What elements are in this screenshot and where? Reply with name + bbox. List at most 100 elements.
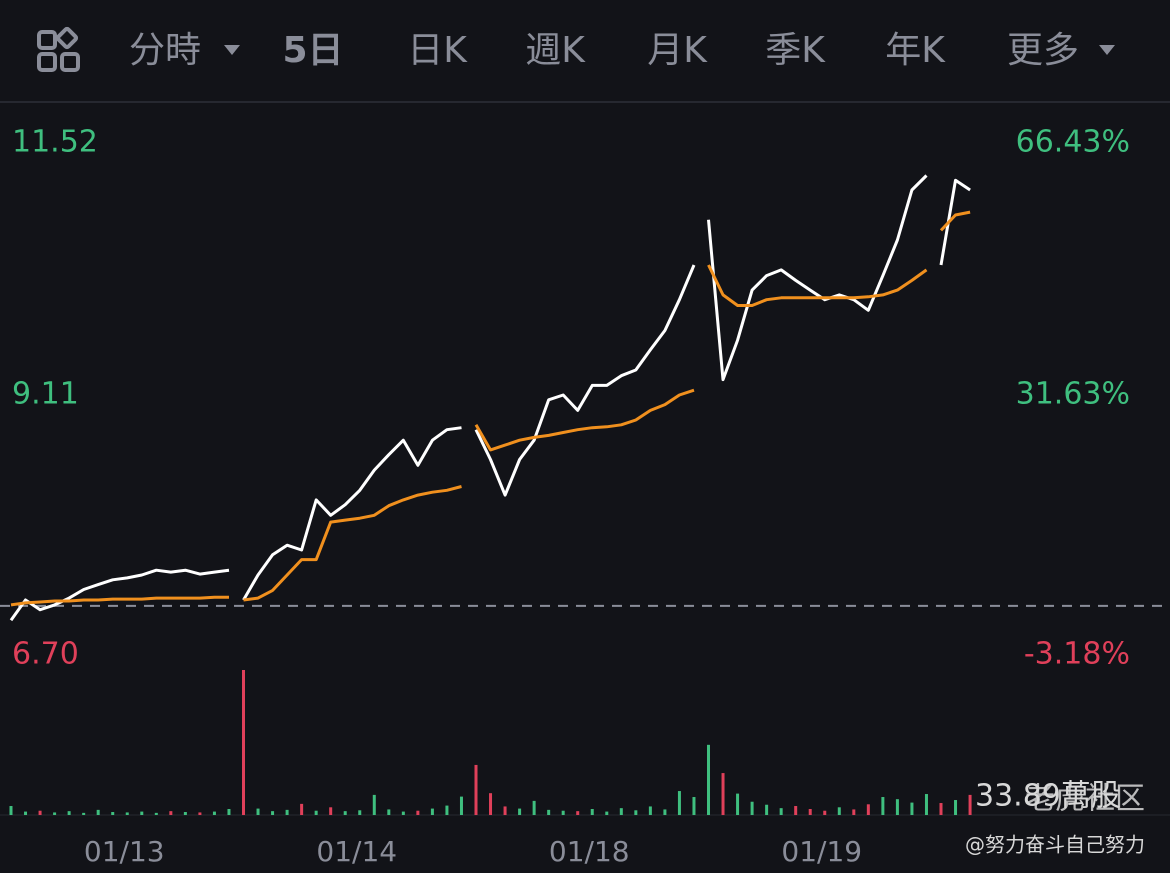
y2-tick-label: 66.43%	[1016, 125, 1130, 160]
volume-bar	[910, 802, 914, 815]
volume-bar	[532, 800, 536, 815]
volume-bar	[837, 807, 841, 815]
volume-bar	[852, 809, 856, 815]
volume-bar	[242, 670, 245, 815]
volume-bar	[634, 810, 638, 815]
volume-bar	[271, 811, 275, 815]
volume-bar	[590, 809, 594, 815]
volume-bar	[881, 797, 885, 815]
y2-tick-label: 31.63%	[1016, 376, 1130, 411]
volume-bar	[954, 800, 958, 815]
volume-bar	[489, 793, 493, 815]
tab[interactable]: 更多	[1007, 30, 1079, 71]
volume-bar	[401, 811, 405, 815]
volume-bar	[503, 806, 507, 815]
price-line	[939, 178, 971, 266]
tab[interactable]: 季K	[765, 30, 826, 71]
volume-bar	[169, 811, 173, 815]
volume-bar	[372, 794, 376, 815]
dropdown-arrow[interactable]	[1099, 45, 1115, 55]
volume-bar	[430, 808, 434, 815]
volume-bar	[285, 809, 289, 815]
volume-bar	[82, 812, 86, 815]
volume-bar	[474, 764, 478, 815]
y-tick-label: 6.70	[12, 637, 79, 672]
volume-bar	[314, 810, 318, 815]
volume-bar	[256, 808, 260, 815]
volume-bar	[416, 810, 420, 815]
volume-bar	[547, 809, 551, 815]
volume-tick-label: 33.89萬股	[975, 779, 1121, 814]
x-tick-label: 01/13	[84, 835, 165, 868]
volume-bar	[895, 799, 899, 815]
volume-bar	[779, 808, 783, 815]
volume-bar	[111, 812, 115, 815]
volume-bar	[67, 811, 71, 815]
volume-bar	[823, 810, 827, 815]
watermark: 老虎社区	[1025, 782, 1145, 817]
volume-bar	[140, 811, 144, 815]
volume-bar	[721, 773, 725, 815]
volume-bar	[198, 812, 202, 815]
volume-bar	[692, 797, 696, 815]
volume-bar	[866, 804, 870, 815]
tab[interactable]: 月K	[647, 30, 708, 71]
average-line	[939, 210, 971, 232]
y-tick-label: 9.11	[12, 377, 79, 412]
volume-bar	[605, 811, 609, 815]
x-tick-label: 01/18	[549, 835, 630, 868]
volume-bar	[38, 810, 42, 815]
volume-bar	[808, 809, 812, 815]
y-tick-label: 11.52	[12, 125, 98, 160]
y2-tick-label: -3.18%	[1024, 637, 1130, 672]
volume-bar	[561, 810, 565, 815]
tab[interactable]: 週K	[525, 30, 586, 71]
volume-bar	[518, 808, 522, 815]
dropdown-arrow[interactable]	[224, 45, 240, 55]
x-tick-label: 01/14	[316, 835, 397, 868]
volume-bar	[576, 811, 580, 815]
volume-bar	[445, 805, 449, 815]
tab[interactable]: 日K	[407, 30, 468, 71]
volume-bar	[329, 807, 333, 815]
average-line	[243, 485, 462, 602]
volume-bar	[227, 809, 231, 815]
volume-bar	[125, 812, 129, 815]
volume-bar	[736, 793, 740, 815]
average-line	[707, 264, 928, 307]
tab[interactable]: 年K	[885, 30, 946, 71]
tab[interactable]: 5日	[282, 30, 343, 71]
volume-bar	[183, 812, 187, 815]
price-line	[9, 568, 230, 622]
volume-bar	[154, 812, 158, 815]
volume-bar	[619, 808, 623, 815]
volume-bar	[24, 811, 28, 815]
author: @努力奋斗自己努力	[965, 833, 1145, 857]
volume-bar	[358, 810, 362, 815]
volume-bar	[707, 744, 710, 815]
price-line	[242, 426, 462, 601]
volume-bar	[924, 794, 928, 815]
average-line	[474, 388, 695, 452]
layout-icon[interactable]	[37, 26, 80, 72]
volume-bar	[212, 811, 216, 815]
volume-bar	[677, 791, 681, 815]
volume-bar	[343, 811, 347, 815]
volume-bar	[968, 794, 972, 815]
volume-bar	[300, 803, 304, 815]
volume-bar	[794, 806, 798, 815]
volume-bar	[459, 796, 463, 815]
average-line	[10, 595, 229, 607]
volume-bar	[750, 801, 754, 815]
volume-bar	[939, 803, 943, 815]
volume-bar	[96, 809, 100, 815]
tab[interactable]: 分時	[129, 30, 201, 71]
volume-bar	[9, 806, 13, 815]
volume-bar	[648, 806, 652, 815]
volume-bar	[387, 809, 391, 815]
volume-bar	[663, 809, 667, 815]
price-line	[707, 174, 928, 382]
volume-bar	[765, 804, 769, 815]
